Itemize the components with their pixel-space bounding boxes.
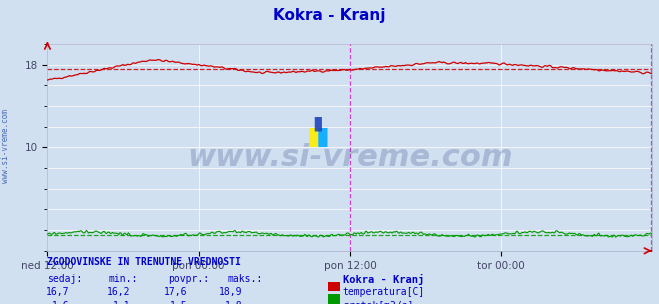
Text: 1,8: 1,8 — [225, 301, 243, 304]
Text: Kokra - Kranj: Kokra - Kranj — [273, 8, 386, 22]
Text: 1,1: 1,1 — [113, 301, 130, 304]
Text: povpr.:: povpr.: — [168, 274, 209, 284]
Text: www.si-vreme.com: www.si-vreme.com — [1, 109, 10, 183]
Text: temperatura[C]: temperatura[C] — [343, 287, 425, 297]
Text: sedaj:: sedaj: — [47, 274, 82, 284]
Text: 18,9: 18,9 — [219, 287, 243, 297]
Text: 16,2: 16,2 — [107, 287, 130, 297]
Text: 1,6: 1,6 — [51, 301, 69, 304]
Text: ▮: ▮ — [306, 125, 320, 149]
Text: 17,6: 17,6 — [164, 287, 188, 297]
Text: pretok[m3/s]: pretok[m3/s] — [343, 301, 413, 304]
Text: ▮: ▮ — [312, 113, 324, 132]
Text: Kokra - Kranj: Kokra - Kranj — [343, 274, 424, 285]
Text: min.:: min.: — [109, 274, 138, 284]
Text: 1,5: 1,5 — [170, 301, 188, 304]
Text: 16,7: 16,7 — [45, 287, 69, 297]
Text: ZGODOVINSKE IN TRENUTNE VREDNOSTI: ZGODOVINSKE IN TRENUTNE VREDNOSTI — [47, 257, 241, 267]
Text: www.si-vreme.com: www.si-vreme.com — [187, 143, 513, 172]
Text: ▮: ▮ — [316, 125, 330, 149]
Text: maks.:: maks.: — [227, 274, 262, 284]
